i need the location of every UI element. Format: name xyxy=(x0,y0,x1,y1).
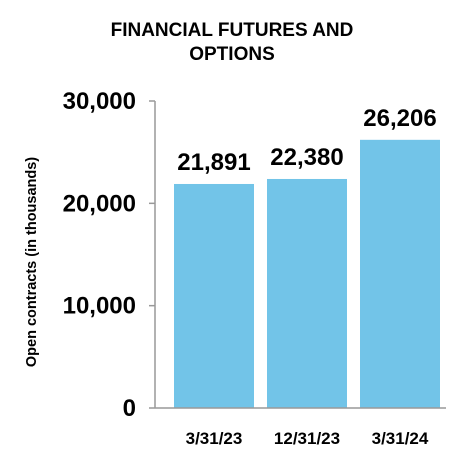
axes xyxy=(154,101,446,409)
chart-title-line-2: OPTIONS xyxy=(189,44,275,65)
bar-value-label: 26,206 xyxy=(363,105,436,132)
x-axis-ticks: 3/31/23 12/31/23 3/31/24 xyxy=(186,429,429,448)
bar-value-label: 21,891 xyxy=(177,149,250,176)
y-axis-label: Open contracts (in thousands) xyxy=(24,157,40,367)
y-tick-label: 20,000 xyxy=(63,190,136,217)
bar-series xyxy=(174,139,440,409)
y-axis-ticks: 0 10,000 20,000 30,000 xyxy=(63,88,155,422)
y-tick-label: 10,000 xyxy=(63,293,136,320)
x-tick-label: 3/31/24 xyxy=(372,429,429,448)
y-tick-label: 30,000 xyxy=(63,88,136,115)
bar-value-label: 22,380 xyxy=(270,144,343,171)
bar xyxy=(360,139,440,409)
chart-title-line-1: FINANCIAL FUTURES AND xyxy=(111,20,354,41)
y-tick-label: 0 xyxy=(123,395,136,422)
chart-title: FINANCIAL FUTURES AND OPTIONS xyxy=(111,20,354,65)
bar xyxy=(267,178,347,408)
x-tick-label: 12/31/23 xyxy=(274,429,340,448)
x-tick-label: 3/31/23 xyxy=(186,429,243,448)
bar xyxy=(174,183,254,408)
data-labels: 21,891 22,380 26,206 xyxy=(177,105,436,176)
